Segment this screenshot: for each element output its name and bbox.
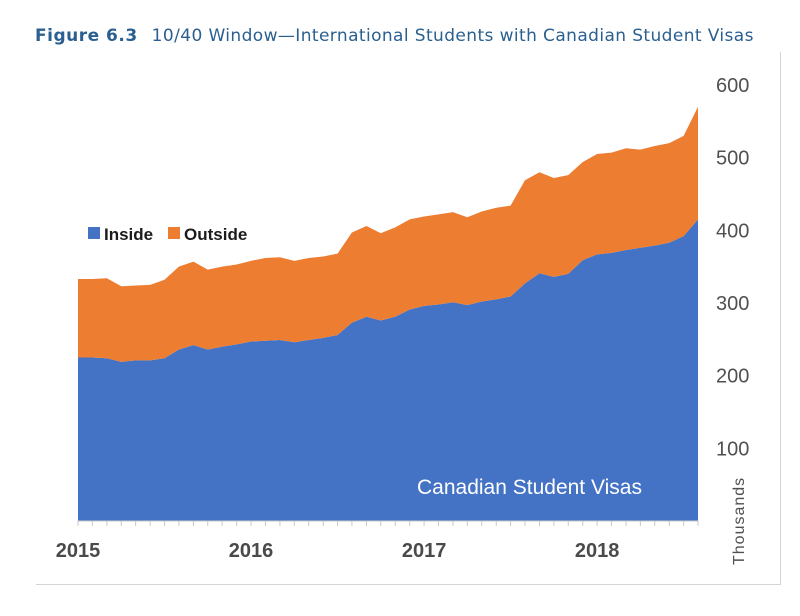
y-tick-label: 300 (716, 293, 749, 315)
figure-title: 10/40 Window—International Students with… (151, 26, 754, 46)
x-tick-label: 2017 (402, 540, 447, 562)
chart-areas (78, 106, 698, 521)
chart-axes (77, 520, 699, 526)
y-tick-label: 500 (716, 148, 749, 170)
chart-annotation: Canadian Student Visas (417, 476, 642, 499)
y-axis-label: Thousands (731, 477, 748, 565)
x-tick-label: 2018 (575, 540, 620, 562)
frame-border-right (780, 52, 781, 585)
area-series-outside (78, 106, 698, 362)
x-tick-label: 2015 (56, 540, 101, 562)
y-tick-label: 100 (716, 438, 749, 460)
x-tick-labels: 2015 2016 2017 2018 (56, 540, 620, 562)
y-tick-label: 400 (716, 220, 749, 242)
y-tick-labels: 100 200 300 400 500 600 (716, 75, 749, 460)
legend-swatch-inside (88, 227, 100, 239)
area-series-inside (78, 219, 698, 521)
figure-label: Figure 6.3 (35, 26, 138, 46)
x-tick-label: 2016 (229, 540, 274, 562)
y-tick-label: 200 (716, 366, 749, 388)
chart-legend: Inside Outside (88, 225, 247, 244)
legend-swatch-outside (168, 227, 180, 239)
legend-label-outside: Outside (184, 225, 247, 244)
figure-title-row: Figure 6.3 10/40 Window—International Stu… (35, 26, 754, 52)
legend-label-inside: Inside (104, 225, 153, 244)
frame-border-bottom (36, 584, 781, 585)
y-tick-label: 600 (716, 75, 749, 97)
